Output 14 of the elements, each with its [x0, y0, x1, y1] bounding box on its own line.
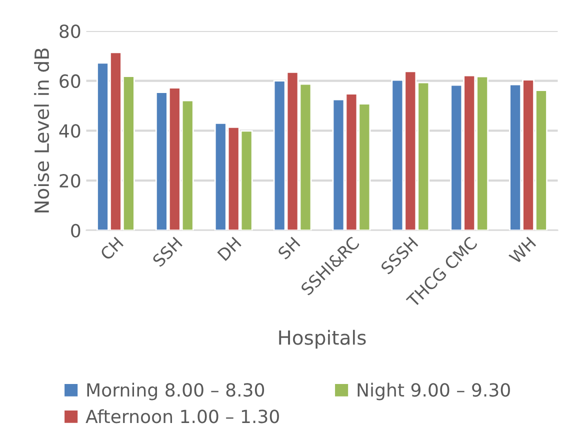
y-tick-label: 40: [59, 124, 80, 138]
legend-label: Morning 8.00 – 8.30: [87, 382, 264, 400]
y-tick-label: 0: [71, 224, 80, 238]
x-tick-label: WH: [508, 236, 536, 264]
legend-label: Afternoon 1.00 – 1.30: [86, 409, 279, 424]
x-tick-label: SH: [277, 236, 300, 260]
y-tick-label: 80: [60, 24, 80, 38]
legend-label: Night 9.00 – 9.30: [358, 382, 510, 400]
x-tick-label: DH: [217, 236, 242, 261]
y-axis-title: Noise Level in dB: [34, 48, 50, 212]
y-tick-label: 20: [60, 174, 80, 188]
y-tick-label: 60: [60, 74, 80, 88]
x-tick-label: CH: [99, 236, 124, 261]
x-axis-title: Hospitals: [279, 330, 366, 349]
